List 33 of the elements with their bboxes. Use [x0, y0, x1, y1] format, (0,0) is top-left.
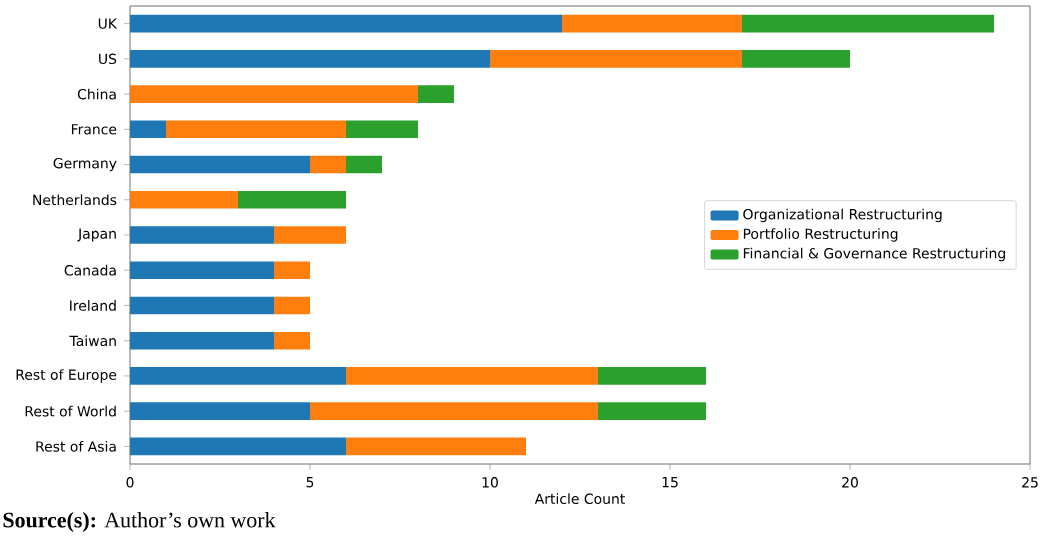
bar: [130, 14, 563, 33]
bar: [742, 14, 995, 33]
bar: [346, 367, 599, 385]
bar: [274, 226, 347, 244]
bar: [310, 402, 599, 420]
bar: [130, 120, 167, 139]
bar: [130, 296, 275, 315]
bar: [346, 120, 419, 139]
bar: [130, 402, 311, 420]
text: Source(s): Author’s own work: [3, 512, 276, 532]
bar: [130, 85, 419, 103]
bar: [346, 155, 383, 174]
bar: [418, 85, 455, 103]
bar: [562, 14, 743, 33]
bar: [310, 155, 347, 174]
bar: [130, 331, 275, 350]
bar: [130, 190, 239, 209]
bar: [238, 190, 347, 209]
bar: [130, 367, 347, 385]
bar: [130, 226, 275, 244]
bar: [742, 50, 851, 68]
bar: [166, 120, 347, 139]
bar: [274, 296, 311, 315]
bar: [130, 261, 275, 280]
bar: [274, 261, 311, 280]
bar: [346, 437, 527, 456]
bar: [130, 155, 311, 174]
bar: [130, 50, 491, 68]
bar: [274, 331, 311, 350]
bar: [598, 402, 707, 420]
bar: [598, 367, 707, 385]
bar: [490, 50, 743, 68]
bar: [130, 437, 347, 456]
